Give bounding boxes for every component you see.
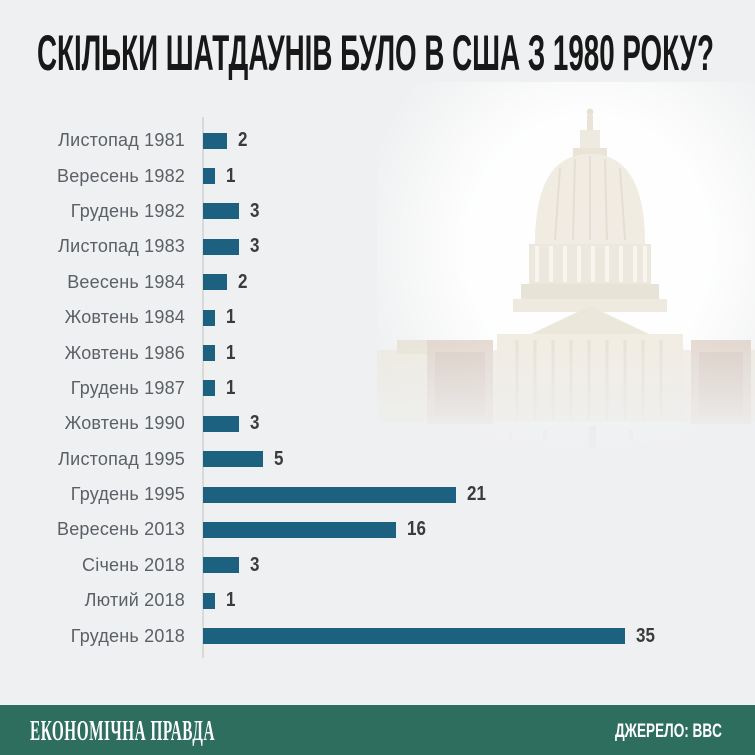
- capitol-watermark: [377, 82, 755, 483]
- bar-label: Жовтень 1990: [64, 413, 185, 434]
- bar-area: 16: [202, 518, 429, 541]
- bar: [203, 132, 228, 149]
- bar: [203, 557, 240, 574]
- chart-row: Вересень 1982 1: [0, 158, 755, 193]
- chart-row: Вересень 2013 16: [0, 512, 755, 547]
- bar: [203, 309, 216, 326]
- bar-value: 16: [406, 518, 426, 541]
- chart-row: Грудень 1982 3: [0, 194, 755, 229]
- bar-label: Веесень 1984: [67, 271, 185, 292]
- bar-area: 2: [202, 129, 249, 152]
- bar-label: Лютий 2018: [84, 590, 185, 611]
- bar: [203, 168, 216, 185]
- bar-value: 1: [226, 306, 236, 329]
- chart-row: Грудень 1987 1: [0, 371, 755, 406]
- chart-row: Грудень 2018 35: [0, 618, 755, 653]
- bar: [203, 415, 240, 432]
- bar-label: Жовтень 1986: [64, 342, 185, 363]
- bar-area: 3: [202, 200, 261, 223]
- bar-area: 35: [202, 625, 658, 648]
- bar-value: 21: [467, 483, 486, 506]
- bar: [203, 238, 240, 255]
- bar-rows: Листопад 1981 2 Вересень 1982 1 Грудень …: [0, 123, 755, 654]
- bar-area: 1: [202, 342, 237, 365]
- page-title: СКІЛЬКИ ШАТДАУНІВ БУЛО В США З 1980 РОКУ…: [37, 26, 714, 80]
- bar-chart: Листопад 1981 2 Вересень 1982 1 Грудень …: [0, 123, 755, 654]
- bar-area: 3: [202, 412, 261, 435]
- chart-row: Листопад 1981 2: [0, 123, 755, 158]
- bar-value: 1: [226, 376, 236, 399]
- bar: [203, 628, 625, 645]
- bar-value: 1: [226, 589, 236, 612]
- chart-row: Жовтень 1986 1: [0, 335, 755, 370]
- source-label-text: ДЖЕРЕЛО: BBC: [615, 721, 722, 742]
- bar-value: 3: [250, 553, 260, 576]
- chart-row: Жовтень 1984 1: [0, 300, 755, 335]
- bar: [203, 486, 457, 503]
- bar: [203, 380, 216, 397]
- bar: [203, 451, 264, 468]
- bar-value: 5: [274, 447, 284, 470]
- bar-area: 5: [202, 448, 285, 471]
- source-label: ДЖЕРЕЛО: BBC: [615, 721, 722, 742]
- chart-row: Грудень 1995 21: [0, 477, 755, 512]
- bar: [203, 521, 396, 538]
- bar-label: Грудень 2018: [70, 625, 185, 646]
- bar-label: Вересень 2013: [56, 519, 185, 540]
- bar-value: 3: [250, 235, 260, 258]
- bar: [203, 274, 228, 291]
- bar-value: 3: [250, 412, 260, 435]
- bar: [203, 203, 240, 220]
- bar-label: Грудень 1987: [70, 377, 185, 398]
- chart-row: Лютий 2018 1: [0, 583, 755, 618]
- bar-area: 21: [202, 483, 489, 506]
- bar-value: 1: [226, 164, 236, 187]
- chart-row: Листопад 1983 3: [0, 229, 755, 264]
- bar-area: 1: [202, 165, 237, 188]
- bar-area: 1: [202, 377, 237, 400]
- chart-row: Листопад 1995 5: [0, 442, 755, 477]
- chart-row: Січень 2018 3: [0, 548, 755, 583]
- bar-area: 3: [202, 235, 261, 258]
- bar-value: 2: [238, 270, 248, 293]
- bar: [203, 592, 216, 609]
- bar-label: Грудень 1995: [70, 484, 185, 505]
- bar-label: Листопад 1995: [58, 448, 185, 469]
- bar-label: Січень 2018: [82, 554, 185, 575]
- bar-area: 1: [202, 589, 237, 612]
- bar-label: Жовтень 1984: [64, 307, 185, 328]
- bar-value: 35: [635, 624, 655, 647]
- chart-row: Веесень 1984 2: [0, 265, 755, 300]
- bar: [203, 345, 216, 362]
- bar-label: Листопад 1983: [58, 236, 185, 257]
- bar-value: 3: [250, 199, 260, 222]
- bar-area: 1: [202, 306, 237, 329]
- bar-area: 3: [202, 554, 261, 577]
- bar-label: Вересень 1982: [56, 165, 185, 186]
- bar-value: 2: [238, 129, 248, 152]
- bar-label: Грудень 1982: [70, 200, 185, 221]
- footer-bar: ЕКОНОМІЧНА ПРАВДА ДЖЕРЕЛО: BBC: [0, 705, 755, 755]
- brand-logo-text: ЕКОНОМІЧНА ПРАВДА: [30, 715, 215, 747]
- bar-label: Листопад 1981: [58, 130, 185, 151]
- bar-area: 2: [202, 271, 249, 294]
- page-title-text: СКІЛЬКИ ШАТДАУНІВ БУЛО В США З 1980 РОКУ…: [37, 26, 714, 80]
- bar-value: 1: [226, 341, 236, 364]
- chart-row: Жовтень 1990 3: [0, 406, 755, 441]
- brand-logo: ЕКОНОМІЧНА ПРАВДА: [30, 715, 215, 747]
